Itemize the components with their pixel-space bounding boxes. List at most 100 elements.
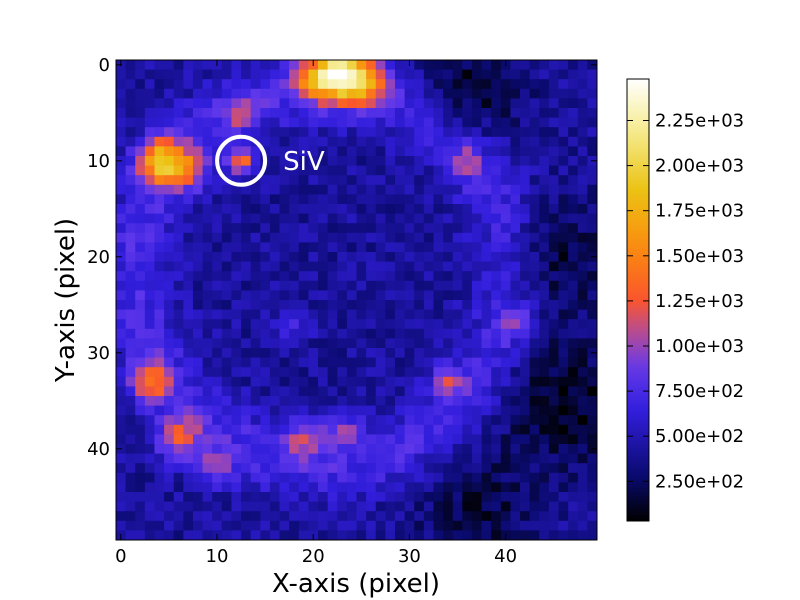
heatmap-cell (558, 146, 569, 157)
heatmap-cell (568, 69, 579, 80)
heatmap-cell (529, 396, 540, 406)
heatmap-cell (116, 309, 127, 320)
heatmap-cell (452, 396, 463, 406)
heatmap-cell (462, 376, 473, 387)
heatmap-cell (558, 290, 569, 301)
heatmap-cell (491, 204, 502, 214)
heatmap-cell (577, 511, 588, 522)
heatmap-cell (471, 434, 482, 445)
heatmap-cell (116, 117, 127, 128)
heatmap-cell (279, 309, 290, 320)
heatmap-cell (568, 453, 579, 464)
heatmap-cell (318, 271, 329, 282)
heatmap-cell (346, 127, 357, 138)
heatmap-cell (241, 88, 252, 99)
heatmap-cell (394, 117, 405, 128)
heatmap-cell (116, 204, 127, 214)
heatmap-cell (558, 136, 569, 147)
heatmap-cell (548, 175, 559, 186)
heatmap-cell (462, 444, 473, 454)
heatmap-cell (260, 175, 271, 186)
heatmap-cell (144, 136, 155, 147)
heatmap-cell (375, 117, 386, 128)
heatmap-cell (520, 405, 531, 416)
heatmap-cell (212, 280, 223, 291)
heatmap-cell (443, 223, 454, 234)
heatmap-cell (414, 309, 425, 320)
heatmap-cell (308, 146, 319, 157)
heatmap-cell (298, 434, 309, 445)
heatmap-cell (394, 271, 405, 282)
heatmap-cell (183, 204, 194, 214)
heatmap-cell (135, 108, 146, 118)
heatmap-cell (202, 482, 213, 493)
heatmap-cell (135, 117, 146, 128)
heatmap-cell (577, 98, 588, 109)
heatmap-cell (577, 424, 588, 435)
heatmap-cell (548, 463, 559, 474)
heatmap-cell (144, 501, 155, 512)
heatmap-cell (241, 156, 252, 166)
heatmap-cell (289, 271, 300, 282)
heatmap-cell (221, 453, 232, 464)
heatmap-cell (279, 434, 290, 445)
heatmap-cell (529, 530, 540, 541)
heatmap-cell (356, 290, 367, 301)
heatmap-cell (452, 319, 463, 330)
heatmap-cell (192, 424, 203, 435)
heatmap-cell (452, 136, 463, 147)
heatmap-cell (337, 271, 348, 282)
heatmap-cell (568, 127, 579, 138)
heatmap-cell (577, 386, 588, 397)
heatmap-cell (308, 501, 319, 512)
heatmap-cell (481, 290, 492, 301)
heatmap-cell (125, 415, 136, 426)
heatmap-cell (337, 88, 348, 99)
heatmap-cell (404, 88, 415, 99)
heatmap-cell (443, 472, 454, 483)
heatmap-cell (241, 69, 252, 80)
heatmap-cell (135, 127, 146, 138)
heatmap-cell (221, 252, 232, 262)
heatmap-cell (356, 501, 367, 512)
heatmap-cell (510, 156, 521, 166)
heatmap-cell (452, 463, 463, 474)
heatmap-cell (269, 511, 280, 522)
heatmap-cell (558, 300, 569, 310)
heatmap-cell (423, 463, 434, 474)
heatmap-cell (356, 223, 367, 234)
heatmap-cell (269, 290, 280, 301)
heatmap-cell (491, 405, 502, 416)
heatmap-cell (202, 444, 213, 454)
heatmap-cell (144, 309, 155, 320)
heatmap-cell (298, 357, 309, 368)
heatmap-cell (221, 463, 232, 474)
heatmap-cell (587, 223, 598, 234)
heatmap-cell (500, 280, 511, 291)
heatmap-cell (481, 530, 492, 541)
heatmap-cell (308, 453, 319, 464)
heatmap-cell (144, 511, 155, 522)
heatmap-cell (587, 127, 598, 138)
heatmap-cell (481, 108, 492, 118)
heatmap-cell (443, 108, 454, 118)
heatmap-cell (433, 338, 444, 349)
heatmap-cell (164, 204, 175, 214)
heatmap-cell (394, 444, 405, 454)
heatmap-cell (404, 69, 415, 80)
heatmap-cell (452, 69, 463, 80)
heatmap-cell (587, 175, 598, 186)
heatmap-cell (462, 463, 473, 474)
heatmap-cell (539, 367, 550, 378)
heatmap-cell (548, 472, 559, 483)
heatmap-cell (241, 357, 252, 368)
heatmap-cell (443, 444, 454, 454)
heatmap-cell (241, 300, 252, 310)
heatmap-cell (356, 338, 367, 349)
heatmap-cell (298, 108, 309, 118)
heatmap-cell (212, 396, 223, 406)
heatmap-cell (346, 146, 357, 157)
heatmap-cell (404, 175, 415, 186)
heatmap-cell (558, 501, 569, 512)
heatmap-cell (510, 175, 521, 186)
